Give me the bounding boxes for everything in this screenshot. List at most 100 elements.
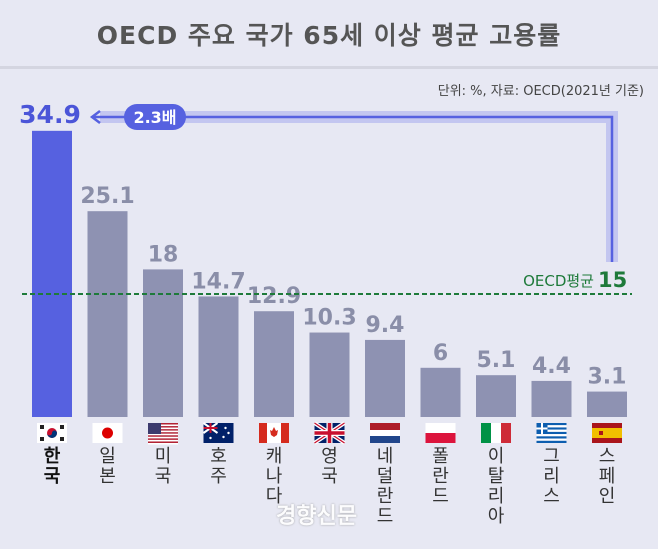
category-label: 다 [266,486,283,507]
annotation-arrowhead [89,110,101,124]
flag-part [270,427,278,437]
flag-part [227,431,230,435]
flag-part [501,423,511,443]
value-label: 4.4 [532,354,571,379]
bar-2 [143,269,183,417]
reference-value: 15 [598,268,627,292]
category-label: 탈 [488,466,505,487]
category-label: 한 [44,446,61,467]
reference-label: OECD평균 [523,272,594,290]
flag-part [536,425,567,428]
category-label: 국 [44,466,61,487]
flag-part [47,430,57,438]
flag-part [491,423,501,443]
flag-part [536,431,567,435]
source-note: 단위: %, 자료: OECD(2021년 기준) [437,84,644,99]
category-label: 이 [488,446,505,467]
flag-part [599,431,603,435]
flag-part [148,427,178,430]
flag-part [148,438,178,440]
flag-part [102,427,113,439]
category-label: 본 [99,466,116,487]
flag-part [425,433,456,443]
flag-part [148,435,178,437]
flag-icon-ca [259,423,289,443]
annotation-label: 2.3배 [133,108,176,127]
flag-part [148,423,178,425]
category-label: 아 [488,506,505,527]
flag-part [203,423,218,433]
flag-part [222,435,225,439]
flag-icon-nl [370,423,400,443]
flag-part [40,437,44,441]
category-label: 폴 [432,446,449,467]
category-label: 리 [543,466,560,487]
category-label: 일 [99,446,116,467]
category-label: 스 [543,486,560,507]
category-label: 네 [377,446,394,467]
value-label: 6 [433,341,448,366]
category-label: 미 [155,446,172,467]
flag-icon-kr [37,423,67,443]
category-label: 국 [155,466,172,487]
category-label: 페 [599,466,616,487]
flag-part [370,423,400,430]
flag-part [148,439,178,442]
category-label: 드 [377,506,394,527]
category-label: 주 [210,466,227,487]
flag-part [592,428,622,438]
category-label: 그 [543,446,560,467]
flag-icon-pl [425,423,456,443]
flag-part [148,441,178,443]
category-label: 란 [377,486,394,507]
flag-icon-es [592,423,622,443]
watermark: 경향신문 [276,504,357,529]
bar-6 [365,339,405,417]
flag-part [148,426,178,428]
annotation-arrow-line [93,115,614,262]
value-label: 14.7 [191,269,245,294]
flag-icon-gr [536,423,567,443]
category-label: 드 [432,486,449,507]
flag-part [60,425,64,429]
bar-3 [198,296,239,417]
category-label: 덜 [377,466,394,487]
flag-part [209,436,212,440]
value-label: 34.9 [19,100,81,129]
flag-part [314,423,345,443]
flag-part [148,423,161,434]
bar-8 [476,375,516,417]
flag-part [148,433,178,436]
flag-part [536,427,567,430]
bar-9 [531,380,572,417]
flag-icon-it [481,423,511,443]
category-label: 인 [599,486,616,507]
category-label: 란 [432,466,449,487]
flag-part [536,438,567,441]
flag-part [536,423,567,426]
value-label: 25.1 [80,184,134,209]
category-label: 스 [599,446,616,467]
annotation-arrow-glow [100,111,618,262]
title-divider [0,66,658,69]
value-label: 5.1 [477,348,516,373]
flag-part [148,430,178,433]
flag-icon-au [202,422,234,443]
category-label: 호 [210,446,227,467]
bar-5 [309,332,350,417]
flag-part [536,440,567,443]
category-label: 나 [266,466,283,487]
category-label: 국 [321,466,338,487]
bar-4 [254,311,294,417]
chart-title: OECD 주요 국가 65세 이상 평균 고용률 [96,21,562,50]
value-label: 10.3 [302,306,356,331]
value-label: 18 [148,242,179,267]
category-label: 영 [321,446,338,467]
bar-1 [87,211,128,417]
flag-part [370,430,400,436]
flag-part [536,436,567,439]
flag-part [536,429,567,432]
flag-part [536,427,548,430]
flag-part [148,436,178,439]
flag-part [148,432,178,434]
